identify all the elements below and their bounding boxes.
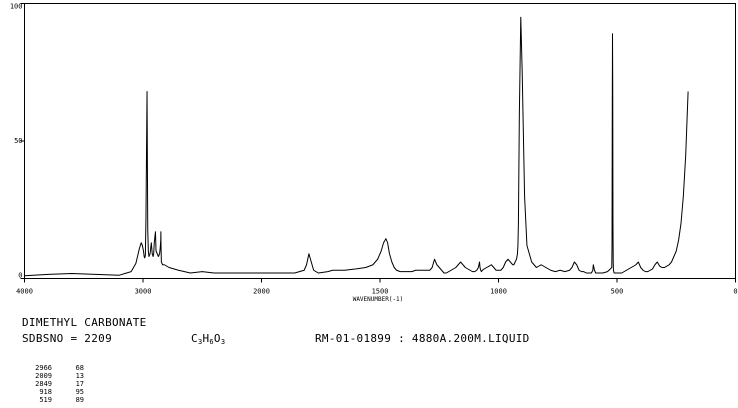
x-tick-label: 3000 xyxy=(135,288,152,296)
spectrum-line xyxy=(24,16,689,277)
measurement-info: RM-01-01899 : 4880A.200M.LIQUID xyxy=(315,332,530,345)
y-tick-label: 100 xyxy=(10,3,23,11)
peak-wavenumber: 2966 xyxy=(35,364,52,372)
compound-name: DIMETHYL CARBONATE xyxy=(22,316,147,329)
peak-transmittance: 89 xyxy=(75,396,84,404)
peak-wavenumber: 519 xyxy=(39,396,52,404)
x-axis-label: WAVENUMBER(-1) xyxy=(353,296,404,303)
peak-transmittance: 17 xyxy=(75,380,84,388)
plot-frame xyxy=(24,3,736,279)
peak-wavenumber: 2009 xyxy=(35,372,52,380)
peak-table: 2966 68 2009 13 2849 17 918 95 519 89 xyxy=(22,364,84,404)
x-tick-label: 500 xyxy=(611,288,624,296)
molecular-formula: C3H6O3 xyxy=(191,331,225,350)
compound-name-row: DIMETHYL CARBONATE xyxy=(22,315,146,331)
peak-row: 519 89 xyxy=(22,396,84,404)
y-tick-label: 0 xyxy=(18,272,22,280)
peak-row: 2849 17 xyxy=(22,380,84,388)
formula-carbon: C xyxy=(191,332,198,345)
x-tick-label: 1000 xyxy=(490,288,507,296)
formula-oxygen: O xyxy=(213,332,221,345)
sdbs-row: SDBSNO = 2209 C3H6O3 RM-01-01899 : 4880A… xyxy=(22,331,529,347)
peak-row: 918 95 xyxy=(22,388,84,396)
formula-hydrogen: H xyxy=(202,332,210,345)
x-tick-label: 0 xyxy=(733,288,737,296)
peak-transmittance: 95 xyxy=(75,388,84,396)
y-tick-label: 50 xyxy=(14,137,22,145)
peak-transmittance: 13 xyxy=(75,372,84,380)
x-tick-label: 2000 xyxy=(253,288,270,296)
peak-row: 2009 13 xyxy=(22,372,84,380)
peak-wavenumber: 2849 xyxy=(35,380,52,388)
peak-wavenumber: 918 xyxy=(39,388,52,396)
x-tick-label: 1500 xyxy=(372,288,389,296)
axis-ticks xyxy=(20,3,736,283)
peak-transmittance: 68 xyxy=(75,364,84,372)
compound-info: DIMETHYL CARBONATE SDBSNO = 2209 C3H6O3 … xyxy=(22,315,529,347)
formula-carbon-count: 3 xyxy=(197,338,203,346)
formula-oxygen-count: 3 xyxy=(220,338,226,346)
x-tick-label: 4000 xyxy=(16,288,33,296)
sdbs-number: SDBSNO = 2209 xyxy=(22,332,112,345)
formula-hydrogen-count: 6 xyxy=(209,338,214,346)
peak-row: 2966 68 xyxy=(22,364,84,372)
